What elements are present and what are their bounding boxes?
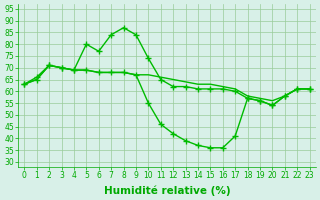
X-axis label: Humidité relative (%): Humidité relative (%) xyxy=(104,185,230,196)
